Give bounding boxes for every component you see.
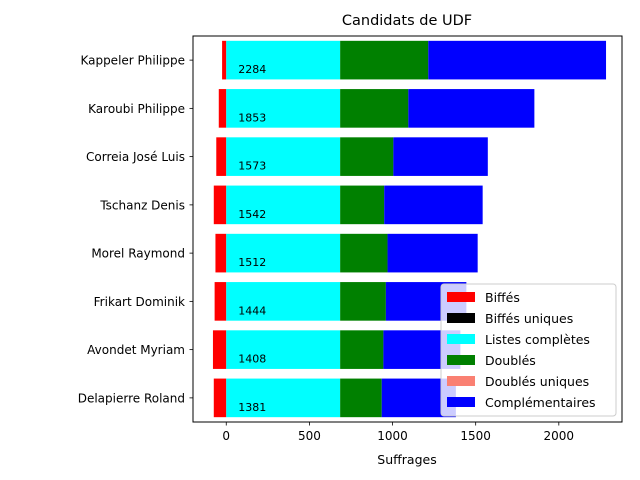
bar-segment-3-4 (340, 233, 388, 273)
x-axis-label: Suffrages (377, 452, 436, 467)
bar-segment-3-3 (340, 185, 385, 225)
total-label: 1853 (238, 111, 266, 124)
bar-segment-3-6 (340, 330, 384, 369)
x-tick-label: 1500 (460, 429, 491, 443)
y-axis: Kappeler Philippe Karoubi Philippe Correia… (78, 54, 193, 405)
legend-label: Listes complètes (485, 332, 590, 347)
bar-segment-0-2 (216, 137, 227, 176)
bar-segment-0-5 (214, 282, 227, 321)
bar-segment-3-7 (340, 378, 382, 418)
y-tick-label: Kappeler Philippe (80, 54, 185, 68)
bar-segment-3-0 (340, 40, 429, 80)
x-axis: 0 500 1000 1500 2000 (222, 422, 574, 443)
bar-segment-0-1 (218, 89, 227, 128)
bar-segment-2-3 (226, 185, 341, 225)
x-tick-label: 500 (298, 429, 321, 443)
bar-segment-2-2 (226, 137, 341, 176)
total-label: 1512 (238, 256, 266, 269)
legend-label: Biffés (485, 290, 520, 305)
bar-segment-0-4 (215, 233, 227, 273)
bar-segment-5-0 (428, 40, 607, 80)
legend-swatch (447, 334, 475, 344)
y-tick-label: Delapierre Roland (78, 391, 185, 405)
bar-segment-2-7 (226, 378, 341, 418)
x-tick-label: 1000 (377, 429, 408, 443)
bar-segment-5-2 (393, 137, 488, 176)
legend-swatch (447, 313, 475, 323)
chart-title: Candidats de UDF (342, 13, 472, 29)
legend-swatch (447, 292, 475, 302)
bar-segment-0-3 (213, 185, 227, 225)
total-label: 1444 (238, 304, 266, 317)
bar-segment-2-4 (226, 233, 341, 273)
total-label: 1573 (238, 160, 266, 173)
x-tick-label: 0 (222, 429, 230, 443)
bar-segment-5-1 (408, 89, 535, 128)
legend-swatch (447, 397, 475, 407)
legend-label: Biffés uniques (485, 311, 573, 326)
total-label: 1408 (238, 353, 266, 366)
bar-segment-0-7 (213, 378, 227, 418)
bar-segment-2-6 (226, 330, 341, 369)
bar-segment-3-1 (340, 89, 409, 128)
y-tick-label: Morel Raymond (91, 247, 185, 261)
y-tick-label: Frikart Dominik (94, 295, 185, 309)
total-label: 1542 (238, 208, 266, 221)
legend-swatch (447, 355, 475, 365)
bar-segment-2-1 (226, 89, 341, 128)
legend-box (440, 283, 617, 417)
legend-swatch (447, 376, 475, 386)
x-tick-label: 2000 (544, 429, 575, 443)
plot-frame (192, 35, 623, 423)
y-tick-label: Avondet Myriam (87, 343, 185, 357)
bar-segment-0-0 (222, 40, 227, 80)
legend-label: Doublés uniques (485, 374, 589, 389)
y-tick-label: Karoubi Philippe (88, 102, 185, 116)
legend-label: Complémentaires (485, 395, 596, 410)
bar-segment-3-5 (340, 282, 386, 321)
legend-label: Doublés (485, 353, 536, 368)
bar-segment-5-4 (387, 233, 478, 273)
bar-segment-3-2 (340, 137, 394, 176)
total-label: 1381 (238, 401, 266, 414)
data-labels-layer: 2284 1853 1573 1542 1512 1444 1408 1381 (238, 63, 266, 414)
total-label: 2284 (238, 63, 266, 76)
bar-segment-0-6 (212, 330, 227, 369)
bar-segment-2-0 (226, 40, 341, 80)
bar-segment-2-5 (226, 282, 341, 321)
bar-segment-5-3 (384, 185, 483, 225)
legend: Biffés Biffés uniques Listes complètes Doub… (440, 283, 617, 417)
bars-layer (212, 40, 607, 418)
y-tick-label: Correia José Luis (86, 150, 185, 164)
y-tick-label: Tschanz Denis (99, 198, 185, 212)
